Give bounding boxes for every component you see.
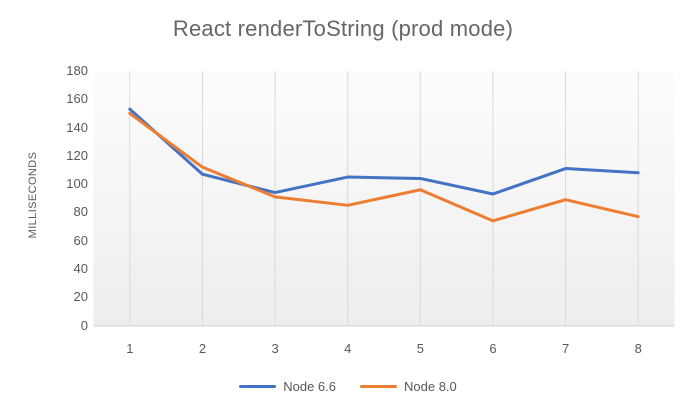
x-tick-label: 7	[561, 341, 570, 356]
y-tick-label: 40	[73, 260, 88, 276]
legend: Node 6.6 Node 8.0	[0, 379, 696, 394]
y-tick-label: 100	[66, 176, 88, 192]
y-tick-label: 160	[66, 91, 88, 107]
y-tick-label: 20	[73, 289, 88, 305]
series-line-1	[128, 111, 640, 223]
y-tick-label: 60	[73, 232, 88, 248]
legend-line-swatch	[239, 385, 277, 388]
legend-item: Node 6.6	[239, 379, 336, 394]
chart-title: React renderToString (prod mode)	[172, 16, 514, 41]
x-tick-label: 3	[271, 341, 279, 356]
y-tick-label: 140	[66, 119, 88, 135]
x-tick-label: 2	[198, 341, 207, 356]
x-tick-label: 4	[344, 341, 352, 356]
legend-line-swatch	[360, 385, 397, 388]
y-tick-label: 180	[66, 63, 88, 78]
legend-label: Node 6.6	[283, 379, 336, 394]
x-tick-label: 6	[489, 341, 497, 356]
x-tick-label: 5	[416, 341, 424, 356]
y-tick-label: 120	[66, 147, 88, 163]
legend-label: Node 8.0	[404, 379, 457, 394]
x-tick-label: 1	[126, 341, 134, 356]
y-tick-label: 0	[80, 317, 88, 333]
legend-item: Node 8.0	[360, 379, 457, 394]
y-tick-label: 80	[73, 204, 88, 220]
series-line-0	[128, 107, 640, 196]
x-tick-label: 8	[634, 341, 642, 356]
